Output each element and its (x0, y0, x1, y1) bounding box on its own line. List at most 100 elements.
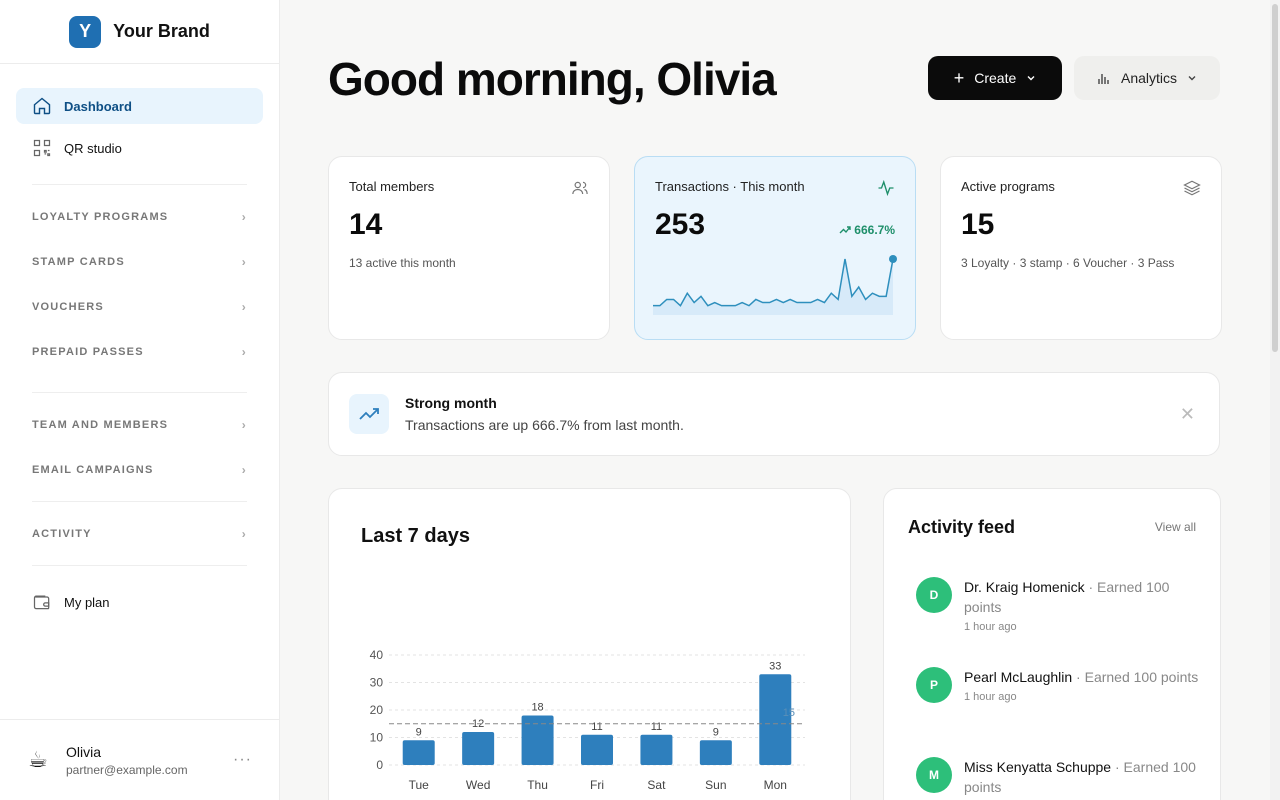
x-tick-label: Sun (705, 778, 726, 792)
section-vouchers[interactable]: VOUCHERS › (16, 293, 263, 321)
nav-item-label: Dashboard (64, 98, 132, 114)
stat-value: 15 (961, 208, 995, 241)
chevron-right-icon: › (241, 300, 247, 314)
feed-item[interactable]: M Miss Kenyatta Schuppe · Earned 100 poi… (916, 757, 1206, 797)
chevron-right-icon: › (241, 463, 247, 477)
chevron-right-icon: › (241, 418, 247, 432)
section-label: STAMP CARDS (32, 256, 125, 268)
feed-action: · Earned 100 points (964, 579, 1170, 615)
stat-label: Transactions · This month (655, 179, 805, 194)
nav-item-my-plan[interactable]: My plan (16, 584, 263, 620)
section-label: PREPAID PASSES (32, 346, 144, 358)
stat-subtext: 13 active this month (349, 256, 456, 270)
chart-title: Last 7 days (361, 525, 470, 547)
feed-text: Miss Kenyatta Schuppe · Earned 100 point… (964, 757, 1206, 797)
user-email: partner@example.com (66, 762, 188, 777)
section-stamp-cards[interactable]: STAMP CARDS › (16, 248, 263, 276)
average-label: 15 (783, 707, 795, 719)
feed-name: Dr. Kraig Homenick (964, 579, 1085, 595)
x-tick-label: Wed (466, 778, 490, 792)
feed-item[interactable]: P Pearl McLaughlin · Earned 100 points 1… (916, 667, 1206, 703)
divider (32, 565, 247, 566)
section-team-and-members[interactable]: TEAM AND MEMBERS › (16, 411, 263, 439)
create-button[interactable]: + Create (928, 56, 1062, 100)
section-label: LOYALTY PROGRAMS (32, 211, 169, 223)
section-label: EMAIL CAMPAIGNS (32, 464, 154, 476)
layers-icon (1183, 180, 1201, 196)
stat-card-total-members[interactable]: Total members 14 13 active this month (328, 156, 610, 340)
trend-badge: 666.7% (839, 223, 895, 237)
page-title: Good morning, Olivia (328, 53, 777, 105)
view-all-link[interactable]: View all (1154, 520, 1196, 534)
bar-wed (462, 732, 495, 765)
avatar: M (916, 757, 952, 793)
bar-value-label: 11 (651, 721, 662, 733)
alert-text: Transactions are up 666.7% from last mon… (405, 417, 684, 433)
alert-banner: Strong month Transactions are up 666.7% … (328, 372, 1220, 456)
home-icon (33, 97, 51, 115)
alert-content: Strong month Transactions are up 666.7% … (405, 395, 684, 433)
sidebar: Y Your Brand Dashboard QR studio LOYALTY… (0, 0, 280, 800)
scrollbar-thumb[interactable] (1272, 4, 1278, 352)
x-tick-label: Tue (409, 778, 430, 792)
nav: Dashboard QR studio LOYALTY PROGRAMS › ST… (0, 64, 279, 620)
feed-time: 1 hour ago (964, 621, 1017, 633)
section-prepaid-passes[interactable]: PREPAID PASSES › (16, 338, 263, 366)
stat-card-active-programs[interactable]: Active programs 15 3 Loyalty · 3 stamp ·… (940, 156, 1222, 340)
page-scrollbar[interactable] (1270, 0, 1280, 800)
x-tick-label: Fri (590, 778, 604, 792)
x-tick-label: Mon (764, 778, 787, 792)
bar-mon (759, 674, 792, 765)
stat-value: 14 (349, 208, 383, 241)
main-content: Good morning, Olivia + Create Analytics … (280, 0, 1270, 800)
user-info: Olivia partner@example.com (66, 744, 219, 777)
feed-name: Pearl McLaughlin (964, 669, 1073, 685)
section-email-campaigns[interactable]: EMAIL CAMPAIGNS › (16, 456, 263, 484)
bar-chart: 0102030409Tue12Wed18Thu11Fri11Sat9Sun33M… (370, 648, 805, 792)
bar-value-label: 11 (591, 721, 602, 733)
stat-card-transactions[interactable]: Transactions · This month 253 666.7% (634, 156, 916, 340)
bar-thu (521, 715, 554, 765)
divider (32, 501, 247, 502)
sparkline-area (653, 259, 893, 315)
bar-value-label: 9 (713, 726, 719, 738)
brand-name: Your Brand (113, 21, 210, 41)
chevron-down-icon (1188, 76, 1196, 81)
chevron-down-icon (1027, 76, 1035, 81)
bar-value-label: 33 (769, 660, 781, 672)
plus-icon: + (953, 67, 965, 88)
sparkline-line (653, 258, 894, 307)
bar-value-label: 9 (416, 726, 422, 738)
wallet-icon (33, 595, 50, 610)
feed-name: Miss Kenyatta Schuppe (964, 759, 1112, 775)
bar-tue (402, 740, 435, 765)
divider (32, 392, 247, 393)
feed-text: Pearl McLaughlin · Earned 100 points (964, 667, 1198, 687)
user-profile[interactable]: ☕ Olivia partner@example.com ··· (0, 719, 280, 800)
feed-title: Activity feed (908, 517, 1016, 537)
section-loyalty-programs[interactable]: LOYALTY PROGRAMS › (16, 203, 263, 231)
section-label: ACTIVITY (32, 528, 92, 540)
brand[interactable]: Y Your Brand (0, 0, 279, 64)
section-activity[interactable]: ACTIVITY › (16, 520, 263, 548)
avatar: D (916, 577, 952, 613)
feed-item[interactable]: D Dr. Kraig Homenick · Earned 100 points… (916, 577, 1206, 633)
section-label: VOUCHERS (32, 301, 104, 313)
brand-logo: Y (69, 15, 102, 48)
bar-sat (640, 734, 673, 765)
nav-item-qr-studio[interactable]: QR studio (16, 130, 263, 166)
chevron-right-icon: › (241, 527, 247, 541)
y-tick-label: 30 (370, 676, 384, 690)
chevron-right-icon: › (241, 345, 247, 359)
y-tick-label: 40 (370, 648, 384, 662)
more-options-icon[interactable]: ··· (233, 751, 252, 768)
close-icon[interactable]: ✕ (1179, 404, 1195, 424)
divider (32, 184, 247, 185)
trend-value: 666.7% (854, 223, 895, 237)
analytics-button[interactable]: Analytics (1074, 56, 1220, 100)
avatar: P (916, 667, 952, 703)
y-tick-label: 20 (370, 703, 384, 717)
last-7-days-card: Last 7 days 0 10 20 30 40 9 Tue 12 Wed 18 Thu 11 Fri… (328, 488, 851, 800)
nav-item-label: QR studio (64, 140, 122, 156)
nav-item-dashboard[interactable]: Dashboard (16, 88, 263, 124)
